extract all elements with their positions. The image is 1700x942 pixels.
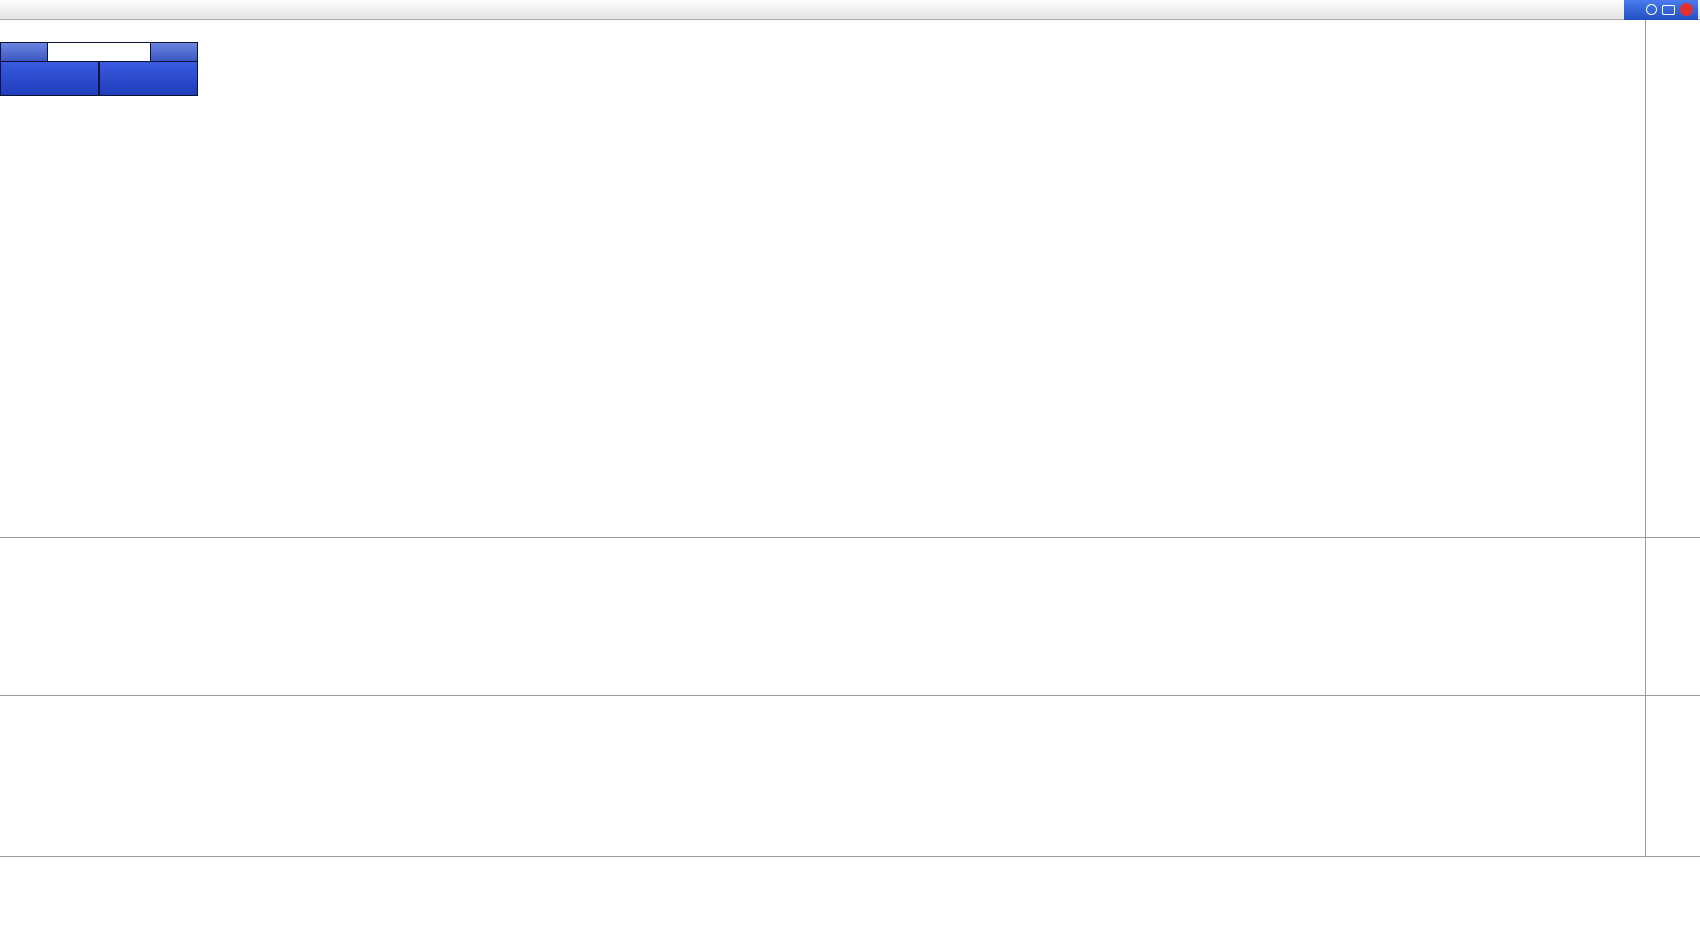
notification-badge[interactable] (1680, 3, 1693, 16)
buy-button[interactable] (151, 43, 197, 61)
rsi-indicator-panel[interactable] (0, 696, 1645, 856)
buy-price-panel[interactable] (100, 62, 197, 95)
volume-input[interactable] (48, 43, 150, 61)
sell-price-panel[interactable] (1, 62, 98, 95)
panel-separator[interactable] (0, 695, 1700, 696)
search-icon[interactable] (1646, 4, 1657, 15)
toolbar (0, 0, 1700, 20)
sell-button[interactable] (1, 43, 47, 61)
panel-separator[interactable] (0, 537, 1700, 538)
price-axis-border (1645, 20, 1646, 856)
chart-area (0, 20, 1700, 942)
toolbar-right-cluster (1624, 0, 1698, 20)
chat-icon[interactable] (1662, 4, 1675, 15)
macd-indicator-panel[interactable] (0, 538, 1645, 695)
time-axis-separator (0, 856, 1700, 857)
one-click-trading-widget (0, 42, 198, 96)
main-price-chart[interactable] (0, 20, 1645, 537)
